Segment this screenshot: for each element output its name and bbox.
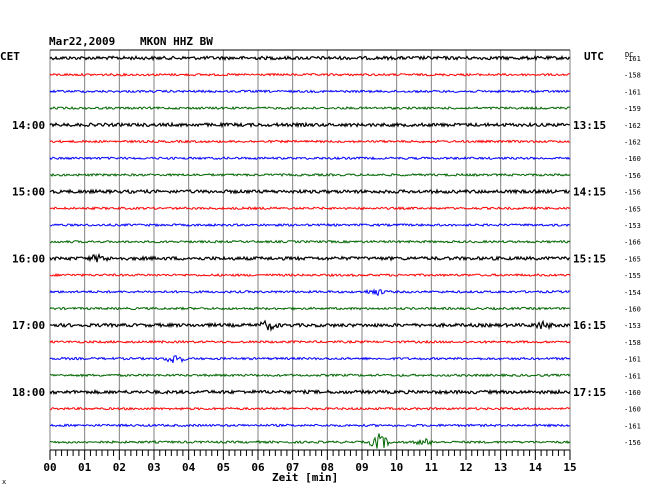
right-hour-label: 14:15 — [573, 186, 606, 199]
dc-offset-value: -153 — [624, 322, 641, 330]
trace-line — [49, 288, 571, 297]
minute-gridlines — [49, 49, 571, 451]
trace-line — [49, 388, 571, 396]
date-label: Mar22,2009 — [49, 35, 115, 48]
trace-line — [49, 105, 571, 111]
dc-offset-value: -161 — [624, 422, 641, 430]
dc-offset-value: -156 — [624, 189, 641, 197]
dc-header-label: DC — [625, 51, 633, 59]
trace-line — [49, 406, 571, 411]
dc-offset-value: -153 — [624, 222, 641, 230]
trace-line — [49, 272, 571, 278]
trace-line — [49, 306, 571, 311]
dc-offset-value: -166 — [624, 239, 641, 247]
x-tick-label: 14 — [529, 461, 543, 474]
trace-line — [49, 188, 571, 195]
trace-line — [49, 121, 571, 129]
x-tick-label: 10 — [390, 461, 403, 474]
right-timezone-label: UTC — [584, 50, 604, 63]
left-hour-label: 18:00 — [12, 386, 45, 399]
station-label: MKON HHZ BW — [140, 35, 213, 48]
left-timezone-label: CET — [0, 50, 20, 63]
trace-line — [49, 89, 571, 94]
dc-offset-value: -155 — [624, 272, 641, 280]
dc-offset-value: -162 — [624, 122, 641, 130]
hour-labels: 14:00 15:00 16:00 17:00 18:00 13:15 14:15 15:15… — [12, 119, 606, 399]
right-hour-label: 16:15 — [573, 319, 606, 332]
x-tick-label: 01 — [78, 461, 92, 474]
trace-line — [49, 339, 571, 344]
trace-line — [49, 319, 571, 333]
dc-offset-value: -158 — [624, 339, 641, 347]
x-tick-label: 15 — [563, 461, 576, 474]
right-hour-label: 15:15 — [573, 252, 606, 265]
dc-offset-value: -156 — [624, 439, 641, 447]
dc-offset-value: -160 — [624, 406, 641, 414]
x-tick-label: 04 — [182, 461, 196, 474]
x-tick-label: 13 — [494, 461, 507, 474]
x-tick-label: 05 — [217, 461, 230, 474]
trace-line — [49, 433, 571, 449]
x-tick-label: 09 — [355, 461, 368, 474]
trace-line — [50, 222, 570, 228]
x-axis-label: Zeit [min] — [272, 471, 338, 484]
x-tick-label: 11 — [425, 461, 439, 474]
dc-offset-value: -156 — [624, 172, 641, 180]
seismogram-traces — [49, 55, 571, 449]
corner-mark: x — [2, 478, 6, 486]
dc-offset-value: -161 — [624, 88, 641, 96]
trace-line — [49, 423, 571, 428]
dc-offset-column: -161 -158 -161 -159 -162 -162 -160 -156 -156 -165… — [624, 55, 641, 447]
dc-offset-value: -161 — [624, 55, 641, 63]
time-axis: 00 01 02 03 04 05 06 07 08 09 10 11 12 13 14 15 — [43, 450, 577, 474]
x-tick-label: 08 — [321, 461, 334, 474]
trace-line — [49, 139, 571, 144]
trace-line — [49, 239, 571, 244]
trace-line — [49, 72, 570, 77]
dc-offset-value: -161 — [624, 372, 641, 380]
trace-line — [49, 252, 570, 263]
dc-offset-value: -154 — [624, 289, 641, 297]
left-hour-label: 15:00 — [12, 186, 45, 199]
x-tick-label: 03 — [147, 461, 160, 474]
dc-offset-value: -165 — [624, 205, 641, 213]
dc-offset-value: -160 — [624, 306, 641, 314]
x-tick-label: 00 — [43, 461, 56, 474]
trace-line — [49, 55, 571, 62]
dc-offset-value: -160 — [624, 155, 641, 163]
left-hour-label: 16:00 — [12, 252, 45, 265]
trace-line — [50, 373, 571, 378]
x-tick-label: 06 — [251, 461, 265, 474]
x-tick-label: 07 — [286, 461, 299, 474]
trace-line — [49, 355, 571, 364]
left-hour-label: 14:00 — [12, 119, 45, 132]
dc-offset-value: -165 — [624, 255, 641, 263]
x-tick-label: 02 — [113, 461, 126, 474]
trace-line — [49, 156, 571, 161]
left-hour-label: 17:00 — [12, 319, 45, 332]
dc-offset-value: -159 — [624, 105, 641, 113]
dc-offset-value: -158 — [624, 72, 641, 80]
x-tick-label: 12 — [459, 461, 472, 474]
trace-line — [49, 206, 571, 211]
right-hour-label: 13:15 — [573, 119, 606, 132]
dc-offset-value: -160 — [624, 389, 641, 397]
dc-offset-value: -161 — [624, 356, 641, 364]
dc-offset-value: -162 — [624, 139, 641, 147]
trace-line — [49, 172, 571, 178]
right-hour-label: 17:15 — [573, 386, 606, 399]
